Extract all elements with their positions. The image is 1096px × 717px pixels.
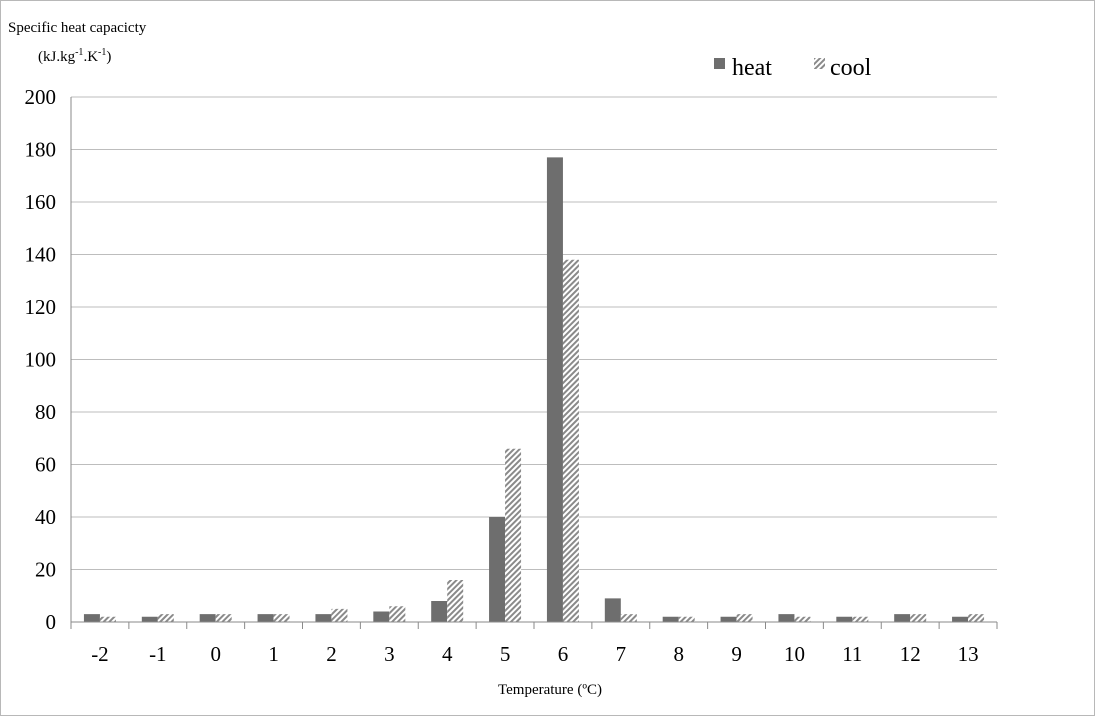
bar-heat-6 [546,157,563,622]
x-tick-label-3: 3 [384,642,395,666]
bar-heat-10 [778,614,795,622]
y-axis-unit: (kJ.kg-1.K-1) [38,47,111,66]
y-tick-label-100: 100 [25,348,57,372]
bars [83,157,985,622]
bar-heat-11 [836,616,853,622]
bar-cool-13 [968,614,985,622]
x-tick-label-5: 5 [500,642,511,666]
x-tick-label-6: 6 [558,642,569,666]
gridlines [71,96,997,570]
bar-heat--2 [83,614,100,622]
y-tick-label-40: 40 [35,505,56,529]
bar-heat-4 [431,601,448,622]
x-tick-label-4: 4 [442,642,453,666]
x-tick-label-11: 11 [842,642,862,666]
bar-cool-8 [678,616,695,622]
y-unit-open: (kJ.kg [38,49,76,65]
y-unit-mid: .K [83,49,99,65]
bar-cool-9 [736,614,753,622]
x-tick-label-8: 8 [673,642,684,666]
y-unit-exp1: -1 [75,47,84,58]
bar-cool-5 [505,448,522,622]
x-tick-label-2: 2 [326,642,337,666]
bar-cool-6 [562,259,579,622]
bar-cool-3 [389,606,406,622]
bar-cool-10 [794,616,811,622]
y-unit-exp2: -1 [98,47,107,58]
y-tick-label-80: 80 [35,400,56,424]
legend-swatch-heat [714,58,725,69]
bar-cool-0 [215,614,232,622]
x-tick-label-10: 10 [784,642,805,666]
bar-heat-13 [952,616,969,622]
legend: heat cool [714,55,872,81]
bar-heat--1 [141,616,158,622]
x-tick-label-0: 0 [210,642,221,666]
bar-heat-9 [720,616,737,622]
x-tick-label-7: 7 [616,642,627,666]
bar-cool--2 [99,616,116,622]
x-axis-label: Temperature (ºC) [498,682,602,698]
x-tick-labels: -2 -1 0 1 2 3 4 5 6 7 8 9 10 11 12 13 [91,642,978,666]
x-tick-label--2: -2 [91,642,109,666]
y-tick-label-180: 180 [25,138,57,162]
y-axis-label: Specific heat capacicty [8,20,147,36]
legend-swatch-cool [814,58,825,69]
y-tick-label-120: 120 [25,295,57,319]
y-tick-label-160: 160 [25,190,57,214]
bar-heat-2 [315,614,332,622]
x-tick-label-12: 12 [900,642,921,666]
y-tick-label-200: 200 [25,85,57,109]
legend-label-cool: cool [830,55,872,81]
x-tick-label-13: 13 [958,642,979,666]
bar-cool-7 [620,614,637,622]
bar-cool-1 [273,614,290,622]
bar-heat-7 [604,598,621,622]
bar-heat-3 [373,611,390,622]
y-tick-label-140: 140 [25,243,57,267]
y-tick-label-0: 0 [46,610,57,634]
x-tick-label--1: -1 [149,642,167,666]
bar-heat-12 [894,614,911,622]
x-tick-label-9: 9 [731,642,742,666]
bar-heat-5 [489,517,506,622]
y-tick-label-60: 60 [35,453,56,477]
legend-label-heat: heat [732,55,772,81]
bar-cool-11 [852,616,869,622]
bar-cool-12 [910,614,927,622]
bar-heat-1 [257,614,274,622]
y-tick-label-20: 20 [35,558,56,582]
y-unit-close: ) [106,49,112,65]
bar-cool-4 [447,580,464,622]
y-tick-labels: 0 20 40 60 80 100 120 140 160 180 200 [25,85,57,634]
x-tick-label-1: 1 [268,642,279,666]
bar-cool--1 [157,614,174,622]
bar-cool-2 [331,608,348,622]
bar-heat-8 [662,616,679,622]
axes [70,97,998,629]
bar-heat-0 [199,614,216,622]
